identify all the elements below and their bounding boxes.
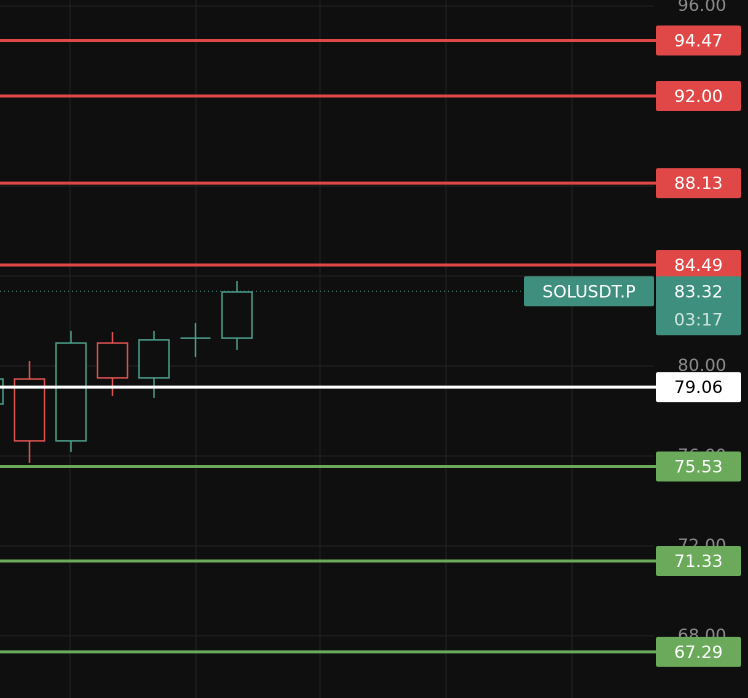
symbol-label: SOLUSDT.P (542, 282, 635, 302)
level-label-box (656, 451, 741, 482)
y-tick-label: 96.00 (678, 0, 727, 16)
level-label-box (656, 546, 741, 577)
candle-body (138, 339, 170, 379)
current-price-box (656, 276, 741, 336)
countdown-label: 03:17 (674, 310, 723, 330)
level-label: 71.33 (674, 552, 723, 572)
level-label-box (656, 168, 741, 199)
candle-body (96, 342, 129, 379)
candle-body (221, 291, 253, 339)
level-label: 67.29 (674, 643, 723, 663)
level-label-box (656, 249, 741, 280)
candle-body (0, 378, 4, 405)
symbol-box (524, 276, 654, 307)
level-label: 79.06 (674, 378, 723, 398)
y-tick-label: 80.00 (678, 356, 727, 376)
level-label-box (656, 25, 741, 56)
level-label: 84.49 (674, 256, 723, 276)
level-label: 92.00 (674, 87, 723, 107)
current-price-label: 83.32 (674, 282, 723, 302)
level-label: 88.13 (674, 174, 723, 194)
candle-body (55, 342, 87, 442)
level-label: 75.53 (674, 458, 723, 478)
level-label-box (656, 372, 741, 403)
level-label: 94.47 (674, 31, 723, 51)
level-label-box (656, 81, 741, 112)
candle-body (13, 378, 46, 442)
level-label-box (656, 636, 741, 667)
